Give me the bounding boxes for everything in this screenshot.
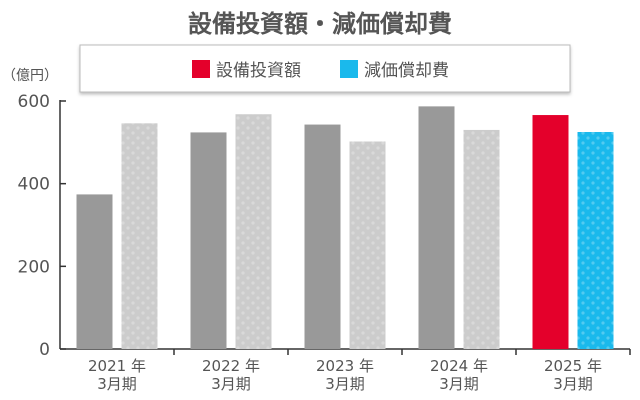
chart-title: 設備投資額・減価償却費 — [188, 10, 452, 38]
legend: 設備投資額 減価償却費 — [192, 60, 449, 81]
bar-pattern — [349, 141, 386, 349]
y-tick-label: 400 — [18, 175, 50, 195]
legend-swatch — [340, 60, 358, 78]
y-tick-label: 0 — [39, 340, 50, 360]
x-tick-label-period: 3月期 — [325, 375, 365, 393]
bar-capex — [418, 106, 455, 349]
x-tick-label-period: 3月期 — [553, 375, 593, 393]
bar-pattern — [463, 129, 500, 349]
x-tick-label-period: 3月期 — [439, 375, 479, 393]
bar-pattern — [577, 132, 614, 349]
bar-capex — [190, 132, 227, 349]
bar-capex — [304, 124, 341, 349]
legend-label: 減価償却費 — [364, 61, 449, 81]
x-tick-label-period: 3月期 — [211, 375, 251, 393]
legend-box — [79, 44, 571, 93]
bar-capex — [532, 115, 569, 349]
y-axis-unit: （億円） — [2, 68, 58, 84]
y-tick-label: 600 — [18, 92, 50, 112]
bar-capex — [76, 194, 113, 349]
bar-pattern — [121, 123, 158, 349]
x-tick-label-year: 2022 年 — [202, 357, 260, 375]
x-tick-label-period: 3月期 — [97, 375, 137, 393]
x-tick-label-year: 2023 年 — [316, 357, 374, 375]
x-tick-label-year: 2021 年 — [88, 357, 146, 375]
legend-swatch — [192, 60, 210, 78]
y-tick-label: 200 — [18, 257, 50, 277]
x-tick-label-year: 2024 年 — [430, 357, 488, 375]
bar-pattern — [235, 114, 272, 349]
legend-label: 設備投資額 — [216, 61, 301, 81]
x-tick-label-year: 2025 年 — [544, 357, 602, 375]
